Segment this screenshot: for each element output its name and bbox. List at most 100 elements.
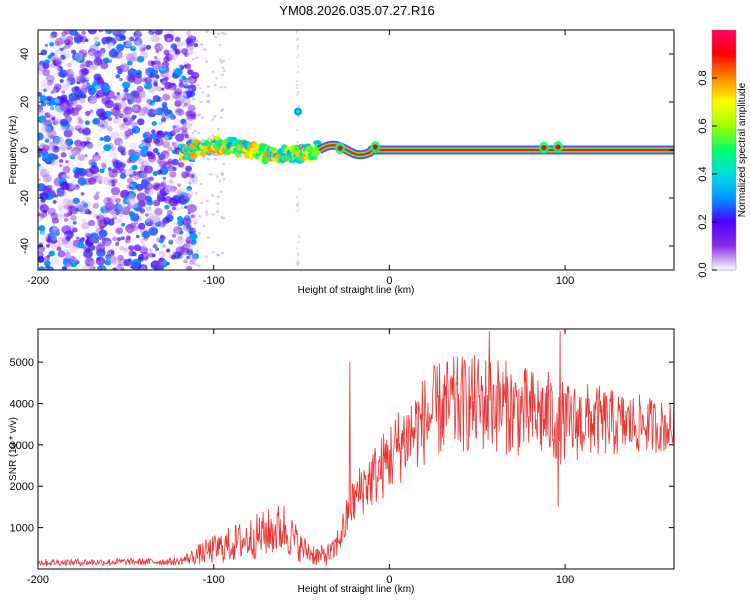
noise-blob: [104, 70, 111, 77]
noise-blob: [161, 140, 171, 148]
noise-blob: [152, 108, 158, 114]
noise-blob: [144, 182, 153, 191]
noise-blob: [146, 142, 152, 148]
noise-blob: [127, 60, 133, 66]
noise-blob: [99, 47, 106, 54]
noise-blob: [54, 227, 61, 234]
noise-blob: [108, 169, 118, 178]
noise-blob: [188, 182, 192, 185]
noise-blob: [115, 74, 121, 79]
noise-blob: [101, 124, 105, 128]
noise-blob: [296, 45, 300, 48]
noise-blob: [218, 179, 222, 183]
x-tick-label: 100: [556, 275, 574, 287]
noise-blob: [45, 87, 51, 92]
noise-blob: [153, 137, 164, 147]
noise-blob: [40, 120, 46, 125]
noise-blob: [155, 163, 161, 169]
noise-blob: [44, 59, 50, 65]
noise-blob: [38, 256, 45, 263]
noise-blob: [56, 30, 63, 34]
noise-blob: [153, 55, 158, 60]
noise-blob: [136, 30, 143, 35]
noise-blob: [211, 213, 215, 216]
noise-blob: [155, 259, 166, 269]
noise-blob: [84, 120, 90, 126]
noise-blob: [40, 101, 47, 107]
noise-blob: [139, 208, 146, 214]
noise-blob: [148, 252, 155, 258]
noise-blob: [150, 214, 160, 224]
noise-blob: [188, 123, 192, 127]
noise-blob: [179, 92, 188, 100]
noise-blob: [55, 66, 59, 70]
noise-blob: [171, 206, 176, 211]
noise-blob: [174, 100, 182, 107]
noise-blob: [84, 154, 88, 158]
x-tick-label: -200: [27, 275, 49, 287]
noise-blob: [117, 254, 124, 261]
x-tick-label: 0: [386, 275, 392, 287]
noise-blob: [86, 100, 93, 107]
noise-blob: [182, 121, 191, 129]
noise-blob: [83, 102, 90, 108]
noise-blob: [62, 198, 71, 206]
noise-blob: [191, 131, 195, 135]
noise-blob: [44, 138, 50, 143]
noise-blob: [104, 46, 109, 51]
noise-blob: [295, 31, 298, 34]
noise-blob: [73, 173, 80, 179]
noise-blob: [53, 118, 60, 124]
noise-blob: [174, 67, 183, 76]
spectrogram-x-ticks: -200 -100 0 100: [27, 30, 574, 287]
noise-blob: [171, 234, 176, 238]
noise-blob: [79, 85, 89, 94]
noise-blob: [179, 180, 188, 189]
noise-blob: [194, 191, 198, 195]
noise-blob: [104, 259, 112, 266]
noise-blob: [123, 247, 128, 252]
noise-blob: [105, 175, 112, 181]
snr-frame: [37, 328, 675, 570]
noise-blob: [163, 121, 168, 125]
noise-blob: [104, 131, 109, 136]
noise-blob: [204, 60, 209, 64]
noise-blob: [62, 258, 72, 267]
noise-blob: [91, 98, 102, 108]
trace-lump-core: [555, 144, 561, 150]
noise-blob: [129, 199, 140, 209]
noise-blob: [126, 158, 132, 164]
noise-blob: [76, 89, 82, 94]
noise-blob: [222, 69, 227, 73]
noise-blob: [162, 93, 171, 101]
noise-blob: [133, 149, 142, 157]
noise-blob: [180, 163, 184, 167]
noise-blob: [115, 43, 125, 52]
noise-blob: [47, 129, 57, 139]
noise-blob: [60, 54, 66, 60]
noise-blob: [134, 97, 142, 104]
noise-blob: [65, 69, 75, 78]
noise-blob: [176, 85, 184, 92]
noise-blob: [49, 106, 55, 111]
noise-blob: [38, 154, 42, 158]
noise-blob: [172, 90, 182, 100]
noise-blob: [90, 125, 95, 130]
noise-blob: [50, 228, 58, 235]
noise-blob: [76, 75, 86, 84]
noise-blob: [151, 30, 157, 33]
noise-blob: [152, 147, 159, 154]
noise-blob: [146, 79, 152, 85]
noise-blob: [128, 250, 136, 257]
noise-blob: [40, 124, 47, 131]
noise-blob: [74, 116, 84, 125]
noise-blob: [180, 191, 185, 195]
noise-blob: [72, 197, 80, 205]
noise-blob: [213, 157, 218, 161]
noise-blob: [133, 226, 139, 231]
noise-blob: [220, 251, 224, 255]
noise-blob: [86, 243, 91, 247]
noise-blob: [296, 196, 299, 199]
noise-blob: [123, 41, 127, 45]
noise-blob: [183, 188, 194, 198]
